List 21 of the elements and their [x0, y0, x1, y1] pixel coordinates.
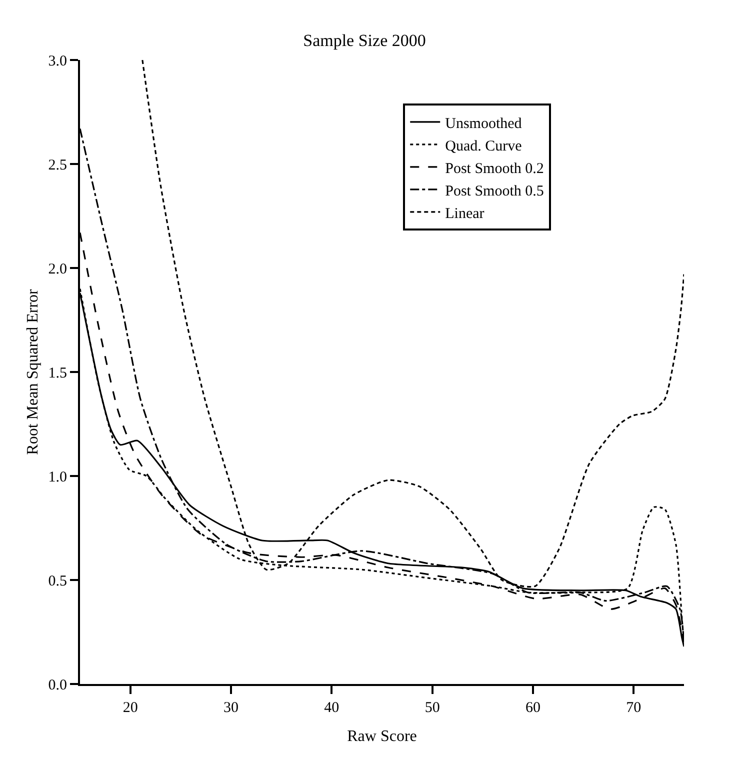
y-tick-label: 3.0 [48, 53, 67, 70]
legend-label: Post Smooth 0.2 [445, 160, 544, 177]
x-tick-label: 30 [224, 700, 238, 716]
y-tick-label: 0.5 [48, 573, 67, 590]
x-axis-title: Raw Score [347, 728, 417, 746]
y-tick-label: 2.0 [48, 261, 67, 278]
y-tick-label: 0.0 [48, 677, 67, 694]
x-tick-label: 20 [122, 700, 138, 716]
y-tick-label: 1.5 [48, 365, 67, 382]
legend-label: Unsmoothed [445, 116, 522, 132]
legend-label: Post Smooth 0.5 [445, 183, 544, 200]
y-tick-label: 1.0 [48, 469, 67, 486]
x-tick-label: 50 [424, 700, 440, 716]
y-tick-label: 2.5 [48, 157, 67, 174]
legend-label: Linear [445, 206, 484, 222]
y-axis-title: Root Mean Squared Error [24, 288, 42, 455]
x-tick-label: 70 [626, 700, 642, 716]
chart-title: Sample Size 2000 [303, 31, 426, 50]
x-tick-label: 40 [324, 700, 340, 716]
x-tick-label: 60 [526, 700, 540, 716]
legend-label: Quad. Curve [445, 138, 522, 154]
